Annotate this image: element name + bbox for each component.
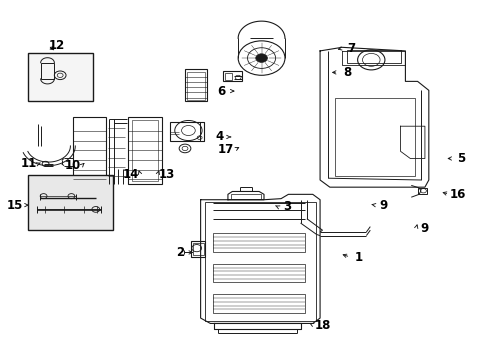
Text: 15: 15 (7, 199, 23, 212)
Text: 17: 17 (217, 143, 234, 156)
Circle shape (255, 54, 267, 62)
Bar (73, 117, 106, 184)
Text: 7: 7 (347, 41, 355, 54)
Text: 18: 18 (314, 319, 330, 332)
Text: 11: 11 (21, 157, 37, 170)
Text: 12: 12 (48, 39, 65, 52)
Bar (192, 243, 203, 255)
Bar (132, 121, 158, 181)
Bar (41, 63, 54, 79)
Circle shape (42, 161, 49, 166)
Bar (223, 71, 241, 81)
Bar (224, 73, 232, 80)
Text: 5: 5 (456, 152, 465, 165)
Bar (184, 69, 206, 101)
Bar (190, 241, 205, 257)
Text: 9: 9 (420, 222, 428, 235)
Text: 9: 9 (379, 199, 387, 212)
Text: 8: 8 (342, 66, 350, 79)
Bar (334, 98, 414, 176)
Bar (186, 72, 204, 100)
Bar (212, 233, 305, 252)
Bar (346, 50, 400, 63)
Bar (212, 294, 305, 313)
Text: 16: 16 (449, 188, 465, 201)
Bar (27, 53, 93, 101)
Bar (417, 188, 427, 194)
Text: 10: 10 (64, 159, 81, 172)
Bar (170, 122, 203, 141)
Bar (230, 194, 261, 199)
Bar (128, 117, 161, 184)
Bar (212, 264, 305, 282)
Text: 1: 1 (354, 251, 363, 264)
Text: 6: 6 (217, 85, 225, 98)
Text: 14: 14 (123, 168, 139, 181)
Text: 3: 3 (282, 201, 290, 213)
Text: 13: 13 (158, 168, 174, 181)
Bar (204, 202, 315, 320)
Text: 4: 4 (215, 130, 223, 144)
Bar (27, 175, 113, 230)
Text: 2: 2 (176, 246, 184, 259)
